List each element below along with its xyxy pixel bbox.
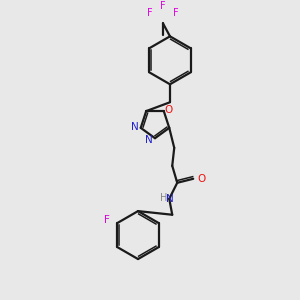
Text: N: N <box>167 194 174 204</box>
Text: N: N <box>131 122 139 132</box>
Text: F: F <box>104 215 110 225</box>
Text: O: O <box>165 105 173 115</box>
Text: H: H <box>160 193 167 203</box>
Text: F: F <box>160 2 166 11</box>
Text: N: N <box>145 135 153 145</box>
Text: O: O <box>197 174 205 184</box>
Text: F: F <box>147 8 153 18</box>
Text: F: F <box>173 8 179 18</box>
